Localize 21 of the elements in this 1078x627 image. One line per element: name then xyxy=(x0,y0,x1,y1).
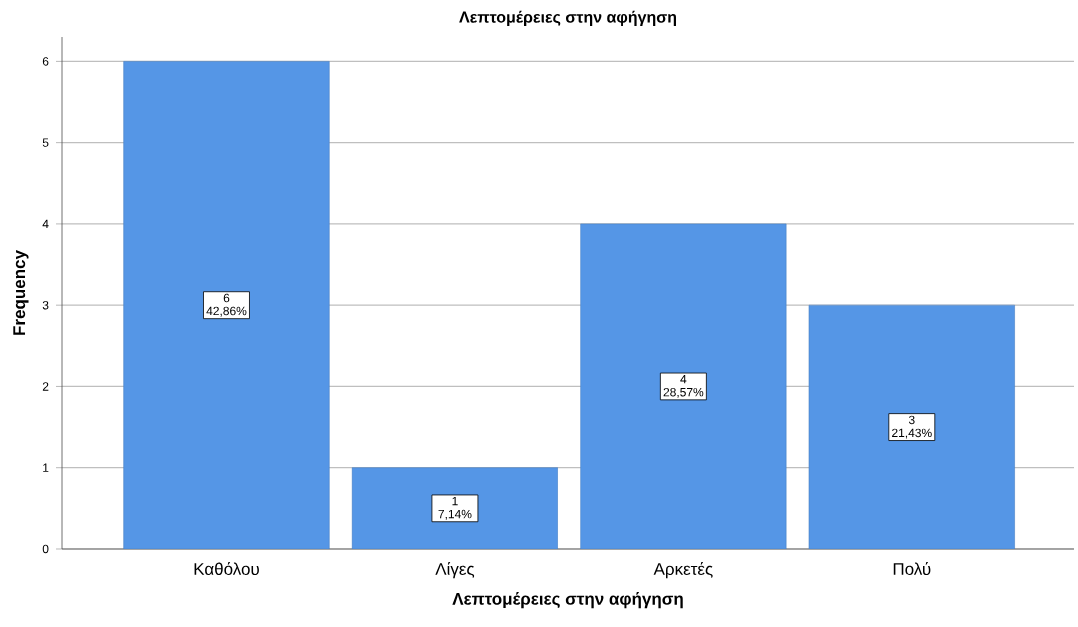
data-label: 4 28,57% xyxy=(663,375,704,398)
bar xyxy=(351,467,559,549)
bar xyxy=(123,61,330,549)
y-tick-label: 3 xyxy=(42,300,49,310)
y-tick-label: 4 xyxy=(42,219,49,229)
data-label: 3 21,43% xyxy=(892,415,932,439)
x-tick-label: Καθόλου xyxy=(194,562,259,576)
bar xyxy=(580,223,787,549)
y-tick-label: 6 xyxy=(42,57,49,66)
x-tick-label: Πολύ xyxy=(893,562,931,576)
data-label: 1 7,14% xyxy=(438,496,472,520)
x-tick-label: Αρκετές xyxy=(653,562,713,579)
x-axis-title: Λεπτομέρειες στην αφήγηση xyxy=(452,592,683,609)
y-tick-label: 5 xyxy=(42,138,49,147)
y-tick-label: 1 xyxy=(43,463,49,472)
chart-title: Λεπτομέρειες στην αφήγηση xyxy=(459,10,676,26)
y-tick-label: 0 xyxy=(42,544,49,554)
x-tick-label: Λίγες xyxy=(435,562,475,579)
y-tick-label: 2 xyxy=(42,382,49,391)
y-axis-title: Frequency xyxy=(13,250,29,335)
data-label: 6 42,86% xyxy=(206,293,247,317)
